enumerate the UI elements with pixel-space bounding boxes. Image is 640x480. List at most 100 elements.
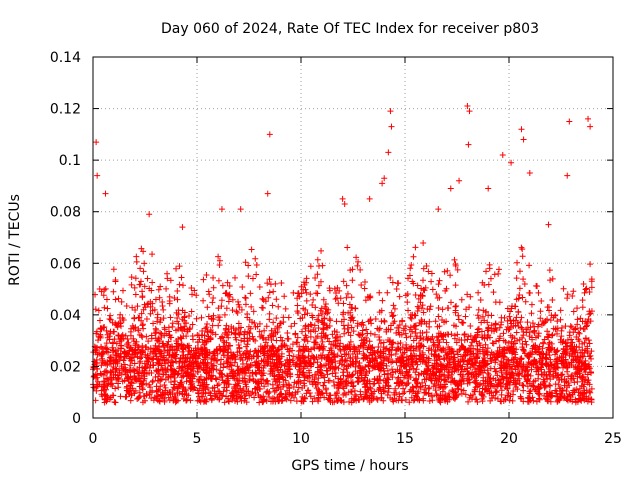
data-point <box>564 336 571 343</box>
data-point <box>258 304 265 311</box>
y-axis-label: ROTI / TECUs <box>7 194 23 286</box>
data-point <box>570 329 577 336</box>
data-point <box>503 374 510 381</box>
data-point <box>277 334 284 341</box>
outlier-point <box>366 195 373 202</box>
data-point <box>198 364 205 371</box>
data-point <box>473 338 480 345</box>
outlier-point <box>526 170 533 177</box>
data-point <box>334 284 341 291</box>
data-point <box>448 299 455 306</box>
data-point <box>225 334 232 341</box>
data-point <box>491 365 498 372</box>
data-point <box>493 388 500 395</box>
data-point <box>558 333 565 340</box>
data-point <box>313 371 320 378</box>
data-point <box>546 389 553 396</box>
x-tick-label: 15 <box>396 431 414 447</box>
data-point <box>403 345 410 352</box>
data-point <box>531 327 538 334</box>
data-point <box>139 294 146 301</box>
data-point <box>160 306 167 313</box>
data-point <box>116 369 123 376</box>
data-point <box>157 392 164 399</box>
data-point <box>269 370 276 377</box>
data-point <box>235 393 242 400</box>
data-point <box>176 363 183 370</box>
data-point <box>96 381 103 388</box>
data-point <box>309 352 316 359</box>
data-point <box>365 344 372 351</box>
data-point <box>313 290 320 297</box>
data-point <box>110 288 117 295</box>
data-point <box>476 382 483 389</box>
data-point <box>275 303 282 310</box>
data-point <box>275 346 282 353</box>
data-point <box>385 389 392 396</box>
data-point <box>103 340 110 347</box>
data-point <box>417 358 424 365</box>
data-point <box>387 274 394 281</box>
data-point <box>493 326 500 333</box>
data-point <box>340 309 347 316</box>
data-point <box>172 378 179 385</box>
data-point <box>374 348 381 355</box>
data-point <box>465 398 472 405</box>
data-point <box>371 331 378 338</box>
data-point <box>269 302 276 309</box>
data-point <box>144 275 151 282</box>
data-point <box>384 289 391 296</box>
data-point <box>292 331 299 338</box>
data-point <box>412 390 419 397</box>
data-point <box>517 355 524 362</box>
data-point <box>215 381 222 388</box>
data-point <box>298 360 305 367</box>
data-point <box>271 388 278 395</box>
data-point <box>211 362 218 369</box>
data-point <box>544 393 551 400</box>
data-point <box>320 330 327 337</box>
data-point <box>247 362 254 369</box>
data-point <box>179 355 186 362</box>
data-point <box>456 377 463 384</box>
data-point <box>252 359 259 366</box>
data-point <box>381 387 388 394</box>
data-point <box>302 332 309 339</box>
data-point <box>133 338 140 345</box>
data-point <box>319 326 326 333</box>
data-point <box>418 305 425 312</box>
data-point <box>514 320 521 327</box>
data-point <box>537 315 544 322</box>
data-point <box>515 295 522 302</box>
data-point <box>461 331 468 338</box>
data-point <box>272 325 279 332</box>
data-point <box>278 350 285 357</box>
data-point <box>423 262 430 269</box>
y-tick-label: 0.04 <box>50 308 81 324</box>
data-point <box>522 298 529 305</box>
data-point <box>337 333 344 340</box>
x-tick-label: 20 <box>500 431 518 447</box>
data-point <box>350 328 357 335</box>
data-point <box>266 393 273 400</box>
x-tick-label: 5 <box>193 431 202 447</box>
data-point <box>474 329 481 336</box>
x-tick-label: 10 <box>292 431 310 447</box>
data-point <box>239 357 246 364</box>
data-point <box>437 346 444 353</box>
data-point <box>228 366 235 373</box>
data-point <box>149 279 156 286</box>
data-point <box>490 375 497 382</box>
data-point <box>576 363 583 370</box>
data-point <box>157 283 164 290</box>
data-point <box>349 266 356 273</box>
data-point <box>317 352 324 359</box>
data-point <box>307 321 314 328</box>
data-point <box>546 366 553 373</box>
data-point <box>343 294 350 301</box>
data-point <box>381 317 388 324</box>
data-point <box>352 305 359 312</box>
data-point <box>301 336 308 343</box>
data-point <box>439 333 446 340</box>
data-point <box>237 324 244 331</box>
